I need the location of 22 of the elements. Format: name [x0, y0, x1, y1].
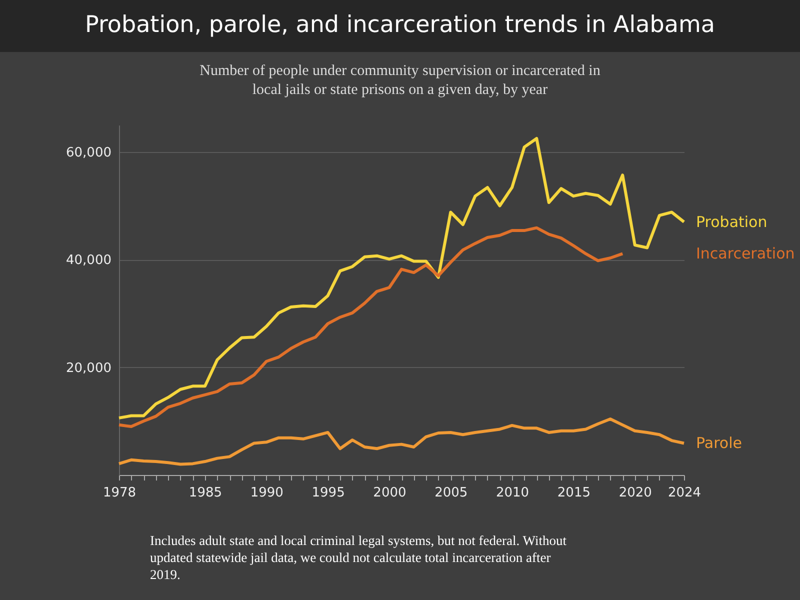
chart-title: Probation, parole, and incarceration trends in Alabama: [0, 0, 800, 52]
series-label: Parole: [696, 434, 742, 452]
x-tick-label: 1990: [250, 486, 284, 500]
line-series: [118, 226, 624, 428]
text: Incarceration: [696, 244, 795, 263]
x-tick-label: 1995: [312, 486, 345, 500]
y-tick-label: 60,000: [66, 145, 112, 160]
series-label: Probation: [696, 212, 768, 231]
x-tick-label: 2010: [496, 486, 530, 500]
text: Includes adult state and local criminal legal systems, but not federal. Without updated statewide jail data, we could not calculate total incarceration after 2019.: [150, 532, 568, 583]
line-series: [118, 136, 686, 420]
x-tick-label: 2005: [434, 486, 468, 500]
chart-subtitle: Number of people under community supervision or incarcerated in local jails or state prisons on a given day, by year: [198, 62, 602, 100]
x-tick-label: 2020: [618, 486, 652, 500]
x-tick-label: 2000: [373, 486, 406, 500]
x-tick-label: 1985: [188, 486, 222, 500]
line-series: [118, 418, 686, 466]
x-tick-label: 2024: [668, 486, 702, 500]
x-tick-label: 1978: [102, 486, 136, 500]
y-tick-label: 20,000: [66, 360, 112, 376]
x-tick-label: 2015: [557, 486, 591, 500]
y-tick-label: 40,000: [66, 253, 112, 268]
